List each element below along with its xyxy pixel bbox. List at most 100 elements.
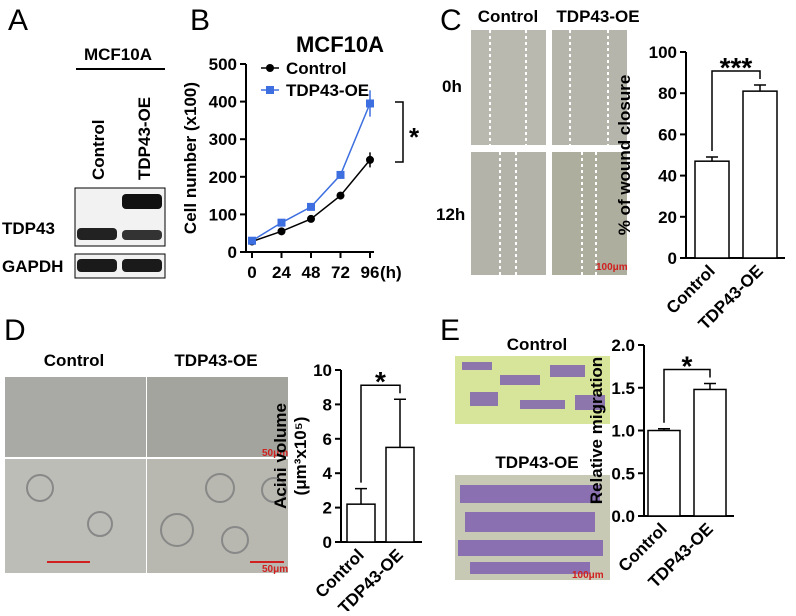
error-bar [706,156,718,162]
point [307,214,315,223]
x-tick-label: 72 [331,263,350,282]
y-tick-label: 20 [658,208,677,227]
row-label: TDP43-OE [495,453,578,472]
column-label: TDP43-OE [174,351,257,370]
x-axis-label: (h) [380,263,402,282]
cell-line: MCF10A [84,45,152,64]
band [122,194,162,209]
lane-label: Control [89,120,108,180]
band [122,259,162,272]
column-label: TDP43-OE [556,7,639,26]
column-label: Control [44,351,104,370]
panel-letter: A [8,4,28,37]
error-bar [704,382,716,390]
panel-letter: B [190,4,210,37]
row-label: GAPDH [2,257,63,276]
y-tick-label: 80 [658,84,677,103]
y-tick-label: 2 [323,499,332,518]
y-tick-label: 40 [658,167,677,186]
legend-label: Control [286,59,346,78]
y-tick-label: 100 [649,43,677,62]
y-axis-label: % of wound closure [615,75,634,236]
point [336,191,345,200]
error-bar [658,428,670,431]
y-tick-label: 500 [209,55,237,74]
acini [26,473,287,554]
point [336,170,345,179]
bracket [711,70,761,152]
y-axis-label: (μm³x10⁵) [291,417,310,496]
x-tick-label: 24 [272,263,291,282]
error-bar [394,398,406,448]
y-tick-label: 0.5 [611,464,635,483]
band [122,230,162,240]
bar [346,503,376,543]
y-tick-label: 0 [323,533,332,552]
point [307,202,315,211]
bar [694,160,730,259]
y-tick-label: 6 [323,430,332,449]
y-tick-label: 0 [668,249,677,268]
chart-title: MCF10A [296,32,384,57]
image [552,152,627,275]
y-axis-label: Cell number (x100) [181,82,200,234]
annotation: * [375,366,386,397]
point [366,99,374,108]
annotation: * [682,350,693,381]
bracket [360,384,401,483]
image [471,152,546,275]
bracket [395,101,404,163]
x-tick-label: 0 [247,263,256,282]
y-axis-label: Relative migration [587,357,606,504]
x-tick-label: 48 [302,263,321,282]
legend-label: TDP43-OE [286,81,369,100]
error-bar [754,84,766,92]
stained-cells [458,362,605,574]
y-tick-label: 8 [323,395,332,414]
y-tick-label: 60 [658,125,677,144]
y-tick-label: 2.0 [611,336,635,355]
y-tick-label: 400 [209,93,237,112]
scale-bar-label: 100μm [572,570,604,581]
panel-letter: D [4,314,26,347]
y-tick-label: 0.0 [611,507,635,526]
scale-bar-label: 100μm [596,262,628,273]
band [77,259,117,272]
y-tick-label: 4 [323,464,333,483]
y-tick-label: 0 [228,243,237,262]
point [248,236,256,245]
image [5,459,146,573]
bar [693,388,727,517]
annotation: *** [720,52,753,83]
y-axis-label: Acini volume [271,403,290,509]
annotation: * [409,122,420,152]
point [366,155,374,164]
row-label: TDP43 [2,219,55,238]
image [552,30,627,145]
bar [742,90,778,259]
error-bar [355,487,367,505]
y-tick-label: 10 [313,361,332,380]
row-label: 12h [436,205,465,224]
y-tick-label: 1.5 [611,379,635,398]
y-tick-label: 1.0 [611,422,635,441]
panel-letter: C [440,4,462,37]
point [277,218,286,227]
column-label: Control [478,7,538,26]
row-label: Control [507,335,567,354]
x-tick-label: 96 [361,263,380,282]
y-tick-label: 300 [209,130,237,149]
band [77,228,117,240]
scale-bar-label: 50μm [262,564,288,575]
panel-letter: E [440,314,460,347]
bar [385,446,415,543]
y-tick-label: 200 [209,168,237,187]
y-tick-label: 100 [209,205,237,224]
lane-label: TDP43-OE [135,97,154,180]
point [277,227,286,236]
image [5,377,146,457]
image [147,377,288,457]
row-label: 0h [442,77,462,96]
image [471,30,546,145]
